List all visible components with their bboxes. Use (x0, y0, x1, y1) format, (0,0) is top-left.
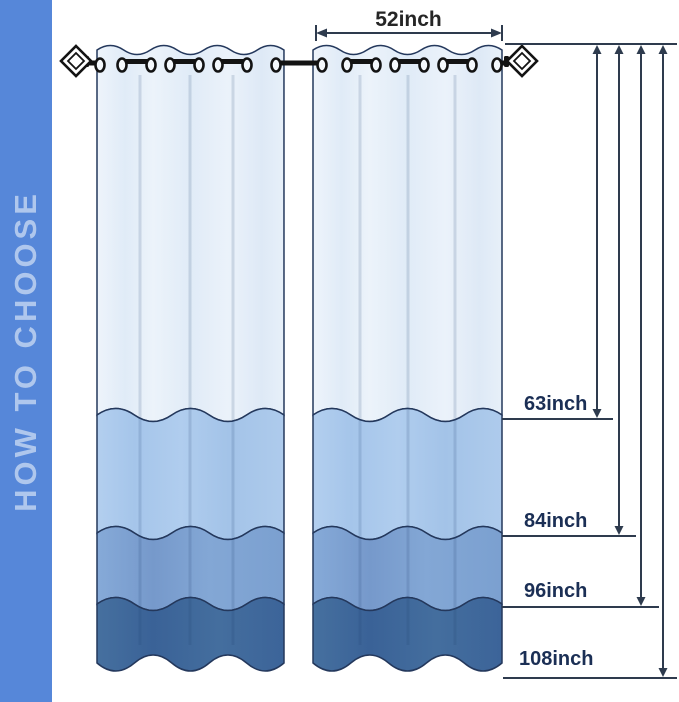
grommet-ring-icon (341, 57, 353, 73)
grommet-ring-icon (145, 57, 157, 73)
length-label-63inch: 63inch (524, 393, 588, 415)
grommet-ring-icon (437, 57, 449, 73)
arrow-96inch (636, 45, 646, 606)
length-label-84inch: 84inch (524, 510, 588, 532)
grommet-ring-icon (94, 57, 106, 73)
grommet-ring-icon (241, 57, 253, 73)
grommet-ring-icon (270, 57, 282, 73)
grommet-ring-icon (466, 57, 478, 73)
panel-right-band-96-108 (312, 596, 503, 672)
length-label-108inch: 108inch (519, 648, 594, 670)
grommet-ring-icon (316, 57, 328, 73)
width-label: 52inch (375, 8, 442, 31)
grommet-ring-icon (370, 57, 382, 73)
grommet-ring-icon (389, 57, 401, 73)
sidebar: HOW TO CHOOSE (0, 0, 52, 702)
grommet-ring-icon (116, 57, 128, 73)
arrow-63inch (592, 45, 602, 418)
grommet-ring-icon (193, 57, 205, 73)
panel-right-fold-lines (358, 75, 457, 645)
grommet-ring-icon (212, 57, 224, 73)
length-baselines (502, 418, 677, 679)
curtain-panel-left (96, 44, 285, 672)
grommet-ring-icon (418, 57, 430, 73)
grommet-rings (94, 57, 503, 73)
grommet-ring-icon (491, 57, 503, 73)
arrow-108inch (658, 45, 668, 677)
rod-finial-left-icon (59, 44, 93, 78)
length-label-96inch: 96inch (524, 580, 588, 602)
length-arrows (592, 45, 668, 677)
curtain-panel-right (312, 44, 503, 672)
rod-finial-right-icon (504, 44, 539, 78)
panel-left-fold-lines (138, 75, 235, 645)
grommet-ring-icon (164, 57, 176, 73)
arrow-84inch (614, 45, 624, 535)
panel-left-band-96-108 (96, 596, 285, 672)
width-measure-arrow (315, 25, 503, 41)
